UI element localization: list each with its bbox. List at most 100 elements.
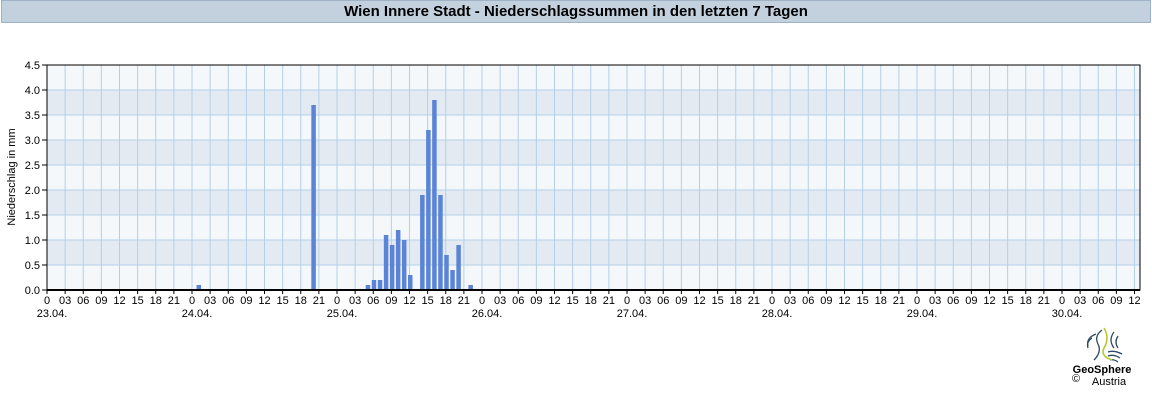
x-tick-label: 12 (113, 295, 125, 307)
x-tick-label: 06 (947, 295, 959, 307)
x-tick-label: 06 (367, 295, 379, 307)
day-label: 26.04. (472, 308, 503, 320)
y-tick-label: 3.0 (25, 135, 40, 147)
x-tick-label: 09 (385, 295, 397, 307)
x-tick-label: 09 (820, 295, 832, 307)
x-tick-label: 03 (59, 295, 71, 307)
x-tick-label: 0 (189, 295, 195, 307)
band (47, 90, 1140, 115)
y-tick-label: 4.0 (25, 85, 40, 97)
x-tick-label: 09 (95, 295, 107, 307)
x-tick-label: 18 (1020, 295, 1032, 307)
y-tick-label: 2.5 (25, 160, 40, 172)
y-tick-label: 4.5 (25, 60, 40, 72)
x-tick-label: 15 (132, 295, 144, 307)
day-label: 27.04. (617, 308, 648, 320)
y-tick-label: 0.0 (25, 285, 40, 297)
bar (377, 280, 383, 290)
x-tick-label: 12 (838, 295, 850, 307)
bar (444, 255, 449, 290)
bar (401, 240, 407, 290)
band (47, 115, 1140, 140)
bars (196, 100, 473, 290)
day-label: 29.04. (907, 308, 938, 320)
x-tick-label: 21 (458, 295, 470, 307)
band (47, 215, 1140, 240)
logo-name-line2: Austria (1092, 376, 1127, 388)
day-label: 23.04. (37, 308, 68, 320)
geosphere-logo: GeoSphere Austria © (1062, 322, 1142, 392)
day-label: 25.04. (327, 308, 358, 320)
bar (408, 275, 413, 290)
bar (383, 235, 389, 290)
x-tick-label: 0 (914, 295, 920, 307)
x-tick-label: 15 (277, 295, 289, 307)
band (47, 240, 1140, 265)
band (47, 165, 1140, 190)
x-tick-label: 06 (657, 295, 669, 307)
logo-name-line1: GeoSphere (1073, 364, 1132, 376)
x-tick-label: 21 (168, 295, 180, 307)
x-tick-label: 09 (675, 295, 687, 307)
x-tick-label: 18 (440, 295, 452, 307)
x-tick-label: 06 (77, 295, 89, 307)
bar (420, 195, 425, 290)
band (47, 140, 1140, 165)
x-tick-label: 21 (893, 295, 905, 307)
x-tick-label: 18 (295, 295, 307, 307)
bar (432, 100, 437, 290)
band (47, 190, 1140, 215)
x-tick-label: 15 (422, 295, 434, 307)
x-tick-label: 0 (479, 295, 485, 307)
bar (426, 130, 431, 290)
x-tick-label: 0 (769, 295, 775, 307)
bar (311, 105, 316, 290)
x-tick-label: 21 (603, 295, 615, 307)
x-tick-label: 12 (403, 295, 415, 307)
x-tick-label: 15 (857, 295, 869, 307)
x-tick-label: 03 (784, 295, 796, 307)
x-tick-label: 15 (567, 295, 579, 307)
bar (438, 195, 443, 290)
x-tick-label: 03 (639, 295, 651, 307)
band (47, 265, 1140, 290)
x-tick-label: 06 (512, 295, 524, 307)
chart-title: Wien Innere Stadt - Niederschlagssummen … (1, 0, 1151, 23)
bar (395, 230, 401, 290)
y-axis-label: Niederschlag in mm (6, 128, 18, 225)
y-tick-label: 3.5 (25, 110, 40, 122)
bar (389, 245, 395, 290)
x-tick-label: 12 (693, 295, 705, 307)
x-tick-label: 21 (748, 295, 760, 307)
x-tick-label: 03 (929, 295, 941, 307)
bar (365, 285, 371, 290)
bar (371, 280, 377, 290)
x-tick-label: 12 (258, 295, 270, 307)
x-tick-label: 03 (204, 295, 216, 307)
day-label: 28.04. (762, 308, 793, 320)
bar (468, 285, 473, 290)
x-tick-label: 18 (150, 295, 162, 307)
x-tick-label: 0 (1059, 295, 1065, 307)
x-tick-label: 0 (624, 295, 630, 307)
x-tick-label: 09 (1110, 295, 1122, 307)
background-bands (47, 65, 1140, 290)
x-tick-label: 12 (1128, 295, 1140, 307)
y-tick-label: 2.0 (25, 185, 40, 197)
x-tick-label: 09 (965, 295, 977, 307)
y-tick-label: 1.0 (25, 235, 40, 247)
band (47, 65, 1140, 90)
x-tick-label: 03 (1074, 295, 1086, 307)
x-tick-label: 18 (585, 295, 597, 307)
x-tick-label: 21 (1038, 295, 1050, 307)
bar (196, 285, 202, 290)
x-tick-label: 18 (730, 295, 742, 307)
x-tick-label: 12 (548, 295, 560, 307)
x-tick-label: 06 (1092, 295, 1104, 307)
x-tick-label: 18 (875, 295, 887, 307)
x-tick-label: 15 (712, 295, 724, 307)
y-tick-label: 0.5 (25, 260, 40, 272)
x-tick-label: 21 (313, 295, 325, 307)
x-tick-label: 09 (530, 295, 542, 307)
